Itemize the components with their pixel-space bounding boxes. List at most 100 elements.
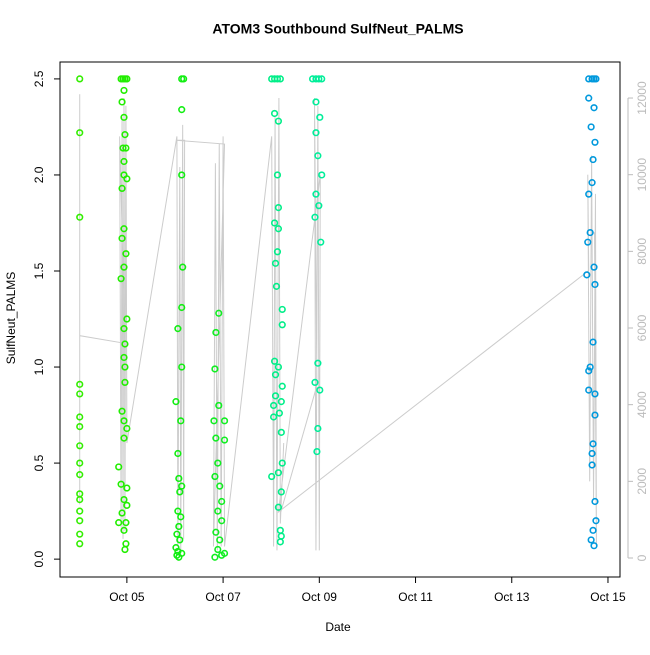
y2-tick-label: 0 [635, 554, 649, 561]
point [214, 459, 222, 467]
point [312, 98, 320, 106]
point [76, 540, 84, 548]
point [76, 422, 84, 431]
point [76, 495, 84, 504]
point [76, 507, 84, 515]
point [176, 536, 184, 544]
point [120, 157, 128, 166]
point [123, 175, 131, 183]
point [118, 234, 126, 242]
point [316, 386, 324, 394]
point [120, 353, 128, 362]
point [589, 155, 597, 164]
point [273, 75, 282, 83]
y-tick-label: 1.0 [32, 358, 46, 375]
x-tick-label: Oct 07 [205, 590, 241, 604]
point [585, 190, 593, 198]
point [212, 528, 220, 536]
point [275, 409, 283, 417]
point [174, 449, 182, 458]
point [278, 321, 286, 329]
point [76, 471, 84, 479]
point [175, 474, 183, 483]
point [118, 407, 126, 415]
point [117, 275, 125, 283]
point [123, 484, 131, 492]
point [274, 363, 283, 371]
point [274, 469, 283, 477]
point [121, 545, 129, 554]
point [591, 411, 599, 419]
x-tick-label: Oct 13 [494, 590, 530, 604]
point [121, 363, 129, 371]
point [592, 75, 600, 83]
point [76, 459, 84, 467]
point [175, 522, 183, 531]
point [120, 263, 128, 271]
point [317, 238, 325, 246]
point [212, 328, 220, 337]
point [276, 538, 284, 546]
y-tick-label: 1.5 [32, 262, 46, 279]
point [76, 129, 84, 137]
point [590, 542, 598, 550]
point [177, 513, 185, 521]
point [274, 204, 283, 212]
point [76, 213, 84, 221]
point [315, 75, 323, 83]
point [585, 386, 593, 394]
point [174, 507, 182, 515]
point [587, 123, 595, 131]
point [271, 259, 280, 267]
y2-tick-label: 2000 [635, 468, 649, 495]
point [311, 213, 319, 221]
point [210, 417, 218, 425]
point [588, 461, 596, 469]
y-axis-label: SulfNeut_PALMS [4, 272, 18, 365]
point [314, 152, 322, 160]
x-tick-label: Oct 11 [398, 590, 433, 604]
point [591, 280, 599, 289]
point [122, 144, 130, 152]
point [268, 472, 276, 481]
point [586, 363, 594, 371]
point [121, 131, 129, 139]
point [277, 488, 285, 496]
point [318, 171, 326, 179]
point [278, 459, 286, 467]
point [218, 517, 226, 525]
point [215, 401, 223, 410]
point [118, 98, 126, 106]
point [220, 549, 229, 557]
point [273, 171, 282, 179]
point [211, 472, 219, 481]
point [123, 75, 131, 83]
y2-tick-label: 12000 [635, 81, 649, 115]
point [314, 424, 322, 433]
point [115, 519, 123, 527]
point [589, 440, 597, 448]
point [212, 434, 220, 442]
point [120, 86, 128, 95]
point [76, 75, 84, 83]
x-axis-label: Date [325, 620, 351, 634]
point [270, 401, 278, 410]
y2-tick-label: 8000 [635, 238, 649, 265]
point [120, 113, 128, 121]
x-tick-label: Oct 09 [302, 590, 338, 604]
point [120, 526, 128, 534]
point [120, 495, 128, 504]
point [590, 104, 598, 112]
altitude-line [79, 94, 597, 551]
point [115, 463, 123, 471]
point [218, 497, 226, 506]
point [76, 390, 84, 398]
point [270, 219, 279, 227]
point [270, 109, 279, 118]
point [585, 94, 593, 102]
point [211, 553, 219, 561]
point [315, 202, 323, 210]
y-tick-label: 0.0 [32, 550, 46, 567]
point [586, 228, 594, 237]
